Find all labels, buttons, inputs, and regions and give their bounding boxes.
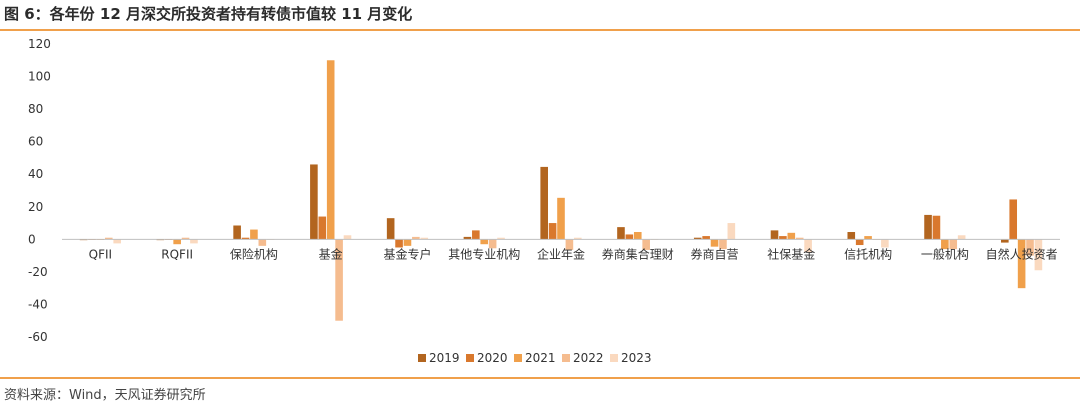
bar-2022	[412, 236, 420, 240]
y-tick-label: 40	[28, 167, 43, 181]
category-label: 信托机构	[844, 246, 892, 261]
bar-2020	[548, 223, 557, 240]
bar-2023	[343, 235, 352, 240]
legend-label-2020: 2020	[477, 351, 508, 365]
bar-2019	[924, 214, 932, 240]
legend-swatch-2022	[562, 354, 570, 362]
category-label: 自然人投资者	[986, 246, 1058, 261]
y-tick-label: 20	[28, 200, 43, 214]
bar-2021	[633, 232, 642, 240]
category-label: 基金	[319, 246, 343, 261]
bar-2021	[710, 239, 719, 247]
category-label: 基金专户	[383, 246, 431, 261]
legend-label-2022: 2022	[573, 351, 604, 365]
category-label: 一般机构	[921, 246, 969, 261]
bar-2023	[190, 239, 198, 244]
bar-2020	[779, 236, 787, 240]
bar-2022	[335, 239, 343, 321]
bar-2022	[104, 237, 113, 240]
figure-title: 图 6：各年份 12 月深交所投资者持有转债市值较 11 月变化	[4, 5, 413, 23]
bar-2021	[326, 60, 335, 240]
bar-2022	[181, 237, 190, 240]
bar-2022	[488, 239, 497, 249]
bar-2020	[702, 236, 710, 240]
bar-2023	[804, 239, 812, 253]
legend-label-2019: 2019	[429, 351, 460, 365]
y-axis: -60 -40 -20 0 20 40 60 80 100 120	[28, 37, 51, 344]
bar-2020	[855, 239, 864, 246]
bar-2023	[420, 237, 429, 240]
source-note: 资料来源：Wind，天风证券研究所	[4, 388, 206, 403]
bar-2022	[1026, 239, 1034, 256]
bar-2019	[1001, 239, 1009, 243]
bar-2022	[258, 239, 267, 246]
bar-2021	[403, 239, 412, 246]
bar-2023	[113, 239, 121, 244]
bar-2020	[625, 234, 634, 240]
category-label: 社保基金	[767, 246, 815, 261]
category-label: RQFII	[161, 247, 193, 261]
category-label: 券商自营	[691, 246, 739, 261]
title-divider	[0, 29, 1080, 31]
bar-2021	[864, 236, 872, 240]
bar-2021	[941, 239, 949, 250]
bar-2020	[932, 215, 941, 240]
bar-2023	[727, 223, 736, 240]
bar-2022	[795, 237, 804, 240]
category-label: QFII	[89, 247, 112, 261]
legend-swatch-2021	[514, 354, 522, 362]
bar-2023	[497, 237, 505, 240]
legend-swatch-2020	[466, 354, 474, 362]
bar-2023	[957, 235, 966, 240]
legend: 2019 2020 2021 2022 2023	[418, 351, 652, 365]
bar-2019	[463, 236, 472, 240]
category-label: 保险机构	[230, 246, 278, 261]
bar-2019	[770, 230, 779, 240]
x-axis-categories: QFII RQFII 保险机构 基金 基金专户 其他专业机构 企业年金 券商集合理财 券商自营 社…	[89, 246, 1058, 261]
y-tick-label: 60	[28, 135, 43, 149]
y-tick-label: 0	[28, 232, 36, 246]
bar-2022	[719, 239, 727, 250]
footer-divider	[0, 377, 1080, 379]
category-label: 券商集合理财	[602, 246, 674, 261]
bar-2020	[472, 230, 480, 240]
bar-2022	[565, 239, 574, 250]
legend-swatch-2019	[418, 354, 426, 362]
bar-2021	[787, 232, 796, 240]
bar-2019	[693, 237, 702, 240]
y-tick-label: -60	[28, 330, 48, 344]
y-tick-label: 100	[28, 70, 51, 84]
y-tick-label: -20	[28, 265, 48, 279]
category-label: 企业年金	[537, 246, 585, 261]
bar-2020	[318, 216, 327, 240]
category-label: 其他专业机构	[448, 246, 520, 261]
bar-2021	[1017, 239, 1026, 289]
legend-label-2021: 2021	[525, 351, 556, 365]
legend-label-2023: 2023	[621, 351, 652, 365]
legend-swatch-2023	[610, 354, 618, 362]
bar-2023	[1034, 239, 1043, 271]
bar-2019	[233, 225, 241, 240]
bar-2020	[241, 237, 250, 240]
y-tick-label: 120	[28, 37, 51, 51]
y-tick-label: -40	[28, 297, 48, 311]
y-tick-label: 80	[28, 102, 43, 116]
bar-series-group	[79, 60, 1043, 321]
bar-2019	[847, 232, 856, 240]
bar-2021	[480, 239, 489, 245]
bar-2019	[310, 164, 318, 240]
bar-2022	[949, 239, 958, 250]
bar-2019	[617, 227, 625, 240]
bar-2022	[642, 239, 650, 250]
bar-2021	[173, 239, 181, 245]
bar-2021	[557, 197, 565, 240]
bar-chart: -60 -40 -20 0 20 40 60 80 100 120 QFII RQFII 保险机构 基金…	[28, 37, 1060, 365]
bar-2023	[574, 237, 582, 240]
bar-2019	[386, 218, 395, 240]
bar-2021	[250, 229, 258, 240]
bar-2020	[1009, 199, 1018, 240]
bar-2019	[540, 166, 548, 240]
bar-2020	[395, 239, 403, 248]
bar-2023	[881, 239, 889, 248]
